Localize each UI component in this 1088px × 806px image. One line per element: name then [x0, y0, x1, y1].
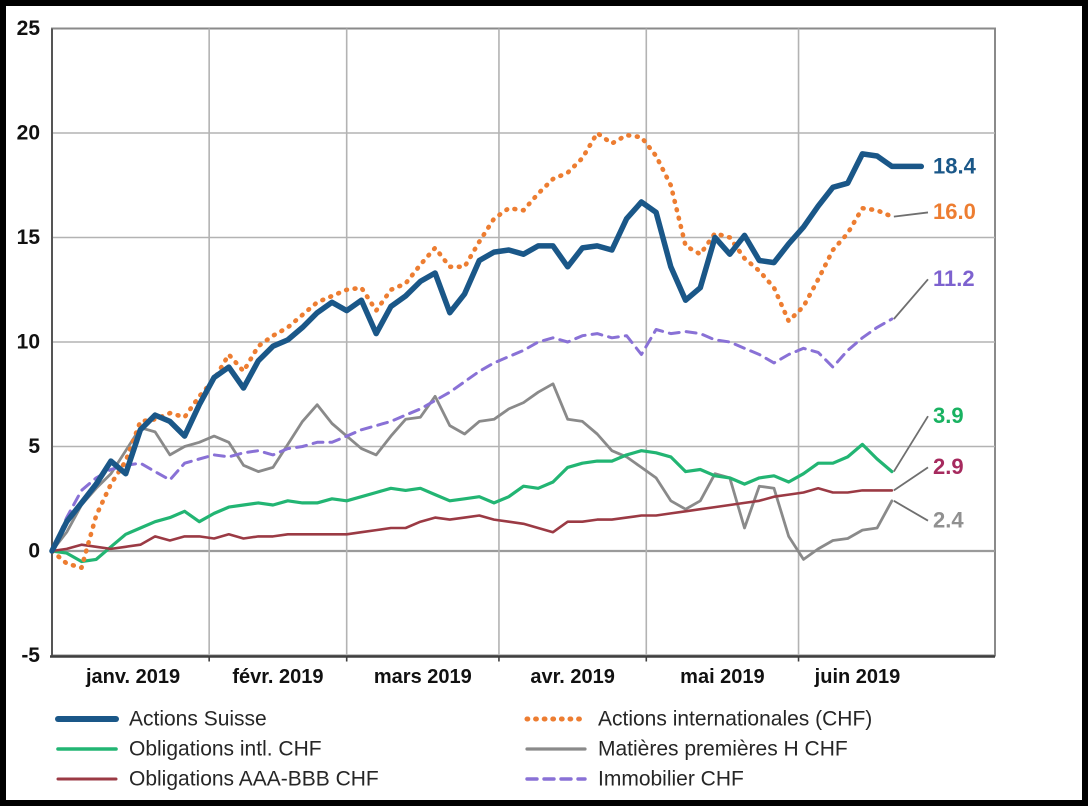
chart-line-actions-internationales-chf: [49, 130, 895, 571]
legend-item-mati-res-premi-res-h-chf: Matières premières H CHF: [525, 738, 848, 761]
chart-line-obligations-intl-chf: [50, 442, 894, 564]
legend-item-actions-internationales-chf: Actions internationales (CHF): [524, 708, 872, 731]
x-axis-month-label: mai 2019: [680, 666, 765, 688]
legend-item-actions-suisse: Actions Suisse: [55, 708, 267, 731]
x-axis-month-label: mars 2019: [374, 666, 472, 688]
y-axis-tick-label: -5: [21, 644, 40, 667]
x-axis-month-label: janv. 2019: [85, 666, 180, 688]
y-axis-tick-label: 25: [17, 17, 41, 40]
end-value-label-obligations-intl-chf: 3.9: [933, 403, 964, 428]
end-value-label-actions-internationales-chf: 16.0: [933, 199, 976, 224]
y-axis-tick-label: 5: [28, 435, 40, 458]
leader-line-obligations-intl-chf: [893, 415, 929, 473]
legend-label-mati-res-premi-res-h-chf: Matières premières H CHF: [598, 738, 848, 761]
legend-item-obligations-intl-chf: Obligations intl. CHF: [56, 738, 322, 761]
chart-line-mati-res-premi-res-h-chf: [50, 382, 894, 561]
end-value-label-actions-suisse: 18.4: [933, 153, 977, 178]
leader-line-obligations-aaa-bbb-chf: [893, 466, 929, 492]
leader-line-mati-res-premi-res-h-chf: [893, 500, 929, 522]
x-axis-month-label: févr. 2019: [232, 666, 323, 688]
legend-label-immobilier-chf: Immobilier CHF: [598, 768, 744, 791]
end-value-label-obligations-aaa-bbb-chf: 2.9: [933, 454, 964, 479]
chart-line-actions-suisse: [49, 151, 925, 554]
x-axis-month-label: juin 2019: [814, 666, 901, 688]
end-value-label-mati-res-premi-res-h-chf: 2.4: [933, 508, 964, 533]
y-axis-tick-label: 20: [17, 122, 40, 145]
chart-line-obligations-aaa-bbb-chf: [50, 486, 894, 553]
legend-item-obligations-aaa-bbb-chf: Obligations AAA-BBB CHF: [56, 768, 379, 791]
end-value-label-immobilier-chf: 11.2: [933, 266, 975, 291]
leader-line-actions-internationales-chf: [893, 211, 929, 218]
legend-label-actions-internationales-chf: Actions internationales (CHF): [598, 708, 872, 731]
y-axis-tick-label: 0: [28, 540, 40, 563]
legend-item-immobilier-chf: Immobilier CHF: [525, 768, 744, 791]
chart-line-immobilier-chf: [50, 317, 894, 553]
leader-line-immobilier-chf: [893, 278, 929, 320]
y-axis-tick-label: 10: [17, 331, 40, 354]
legend-label-obligations-intl-chf: Obligations intl. CHF: [129, 738, 322, 761]
legend-label-actions-suisse: Actions Suisse: [129, 708, 267, 731]
x-axis-month-label: avr. 2019: [530, 666, 615, 688]
legend-label-obligations-aaa-bbb-chf: Obligations AAA-BBB CHF: [129, 768, 379, 791]
y-axis-tick-label: 15: [17, 226, 41, 249]
